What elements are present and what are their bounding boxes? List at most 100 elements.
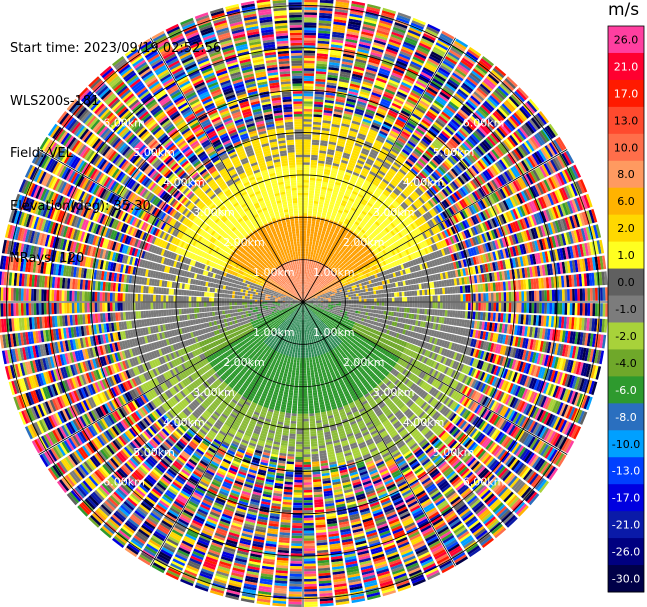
velocity-gate (306, 236, 310, 239)
velocity-gate (310, 272, 313, 276)
velocity-gate (370, 287, 374, 291)
velocity-gate (318, 230, 322, 234)
velocity-gate (383, 289, 387, 294)
velocity-gate (380, 310, 384, 315)
velocity-gate (340, 125, 349, 130)
velocity-gate (308, 208, 313, 211)
velocity-gate (564, 289, 568, 301)
velocity-gate (362, 23, 376, 30)
velocity-gate (315, 302, 319, 304)
velocity-gate (348, 88, 359, 94)
velocity-gate (343, 110, 353, 116)
velocity-gate (303, 294, 305, 297)
velocity-gate (319, 225, 324, 229)
velocity-gate (326, 156, 334, 161)
velocity-gate (339, 133, 348, 138)
velocity-gate (592, 287, 596, 301)
velocity-gate (355, 58, 367, 64)
velocity-gate (304, 2, 318, 5)
velocity-gate (357, 311, 361, 314)
velocity-gate (312, 134, 320, 138)
velocity-gate (391, 302, 395, 307)
velocity-gate (312, 137, 320, 141)
velocity-gate (341, 302, 344, 304)
velocity-gate (587, 303, 591, 316)
velocity-gate (309, 269, 312, 273)
velocity-gate (307, 256, 310, 260)
velocity-gate (310, 159, 318, 163)
velocity-gate (544, 303, 547, 314)
velocity-gate (357, 290, 361, 293)
velocity-gate (320, 135, 329, 139)
velocity-gate (376, 306, 380, 310)
velocity-gate (318, 300, 321, 302)
velocity-gate (445, 302, 448, 309)
velocity-gate (330, 297, 334, 299)
velocity-gate (303, 144, 311, 148)
velocity-gate (325, 164, 332, 168)
velocity-gate (313, 116, 322, 120)
velocity-gate (316, 178, 322, 182)
velocity-gate (317, 211, 322, 215)
velocity-gate (304, 19, 317, 23)
velocity-gate (347, 28, 360, 34)
velocity-gate (394, 297, 397, 302)
velocity-gate (327, 74, 338, 79)
velocity-gate (303, 271, 305, 275)
velocity-gate (332, 295, 336, 298)
velocity-gate (363, 305, 367, 309)
velocity-gate (332, 306, 336, 309)
velocity-gate (435, 302, 438, 309)
velocity-gate (335, 148, 344, 153)
velocity-gate (303, 266, 305, 269)
velocity-gate (368, 309, 372, 313)
velocity-gate (311, 157, 318, 161)
velocity-gate (307, 269, 310, 273)
velocity-gate (314, 99, 324, 103)
velocity-gate (303, 83, 314, 87)
velocity-gate (315, 300, 319, 302)
velocity-gate (303, 197, 308, 201)
velocity-gate (323, 298, 326, 300)
velocity-gate (335, 303, 339, 306)
velocity-gate (506, 292, 509, 302)
velocity-gate (370, 313, 374, 317)
velocity-gate (342, 58, 354, 64)
velocity-gate (340, 308, 344, 311)
velocity-gate (337, 174, 344, 179)
velocity-gate (351, 299, 354, 302)
velocity-gate (339, 312, 343, 315)
velocity-gate (478, 293, 481, 302)
velocity-gate (449, 286, 453, 294)
velocity-gate (312, 254, 316, 258)
velocity-gate (312, 265, 315, 269)
velocity-gate (358, 305, 362, 308)
velocity-gate (396, 307, 400, 312)
velocity-gate (334, 309, 338, 312)
velocity-gate (345, 292, 349, 296)
velocity-gate (311, 223, 315, 227)
velocity-gate (328, 304, 331, 307)
velocity-gate (332, 118, 341, 123)
velocity-gate (508, 302, 512, 313)
velocity-gate (360, 308, 364, 312)
velocity-gate (328, 141, 337, 146)
velocity-gate (460, 294, 464, 302)
velocity-gate (564, 303, 568, 315)
velocity-gate (396, 292, 400, 297)
velocity-gate (526, 302, 530, 313)
velocity-gate (325, 304, 329, 306)
velocity-gate (333, 160, 340, 165)
velocity-gate (304, 37, 316, 41)
velocity-gate (340, 128, 349, 133)
velocity-gate (361, 299, 364, 302)
velocity-gate (303, 291, 304, 295)
velocity-gate (336, 96, 346, 101)
velocity-gate (303, 101, 313, 104)
velocity-gate (305, 248, 309, 252)
velocity-gate (394, 307, 397, 312)
velocity-gate (308, 210, 313, 214)
velocity-gate (574, 303, 578, 316)
velocity-gate (306, 264, 309, 267)
velocity-gate (313, 249, 317, 253)
